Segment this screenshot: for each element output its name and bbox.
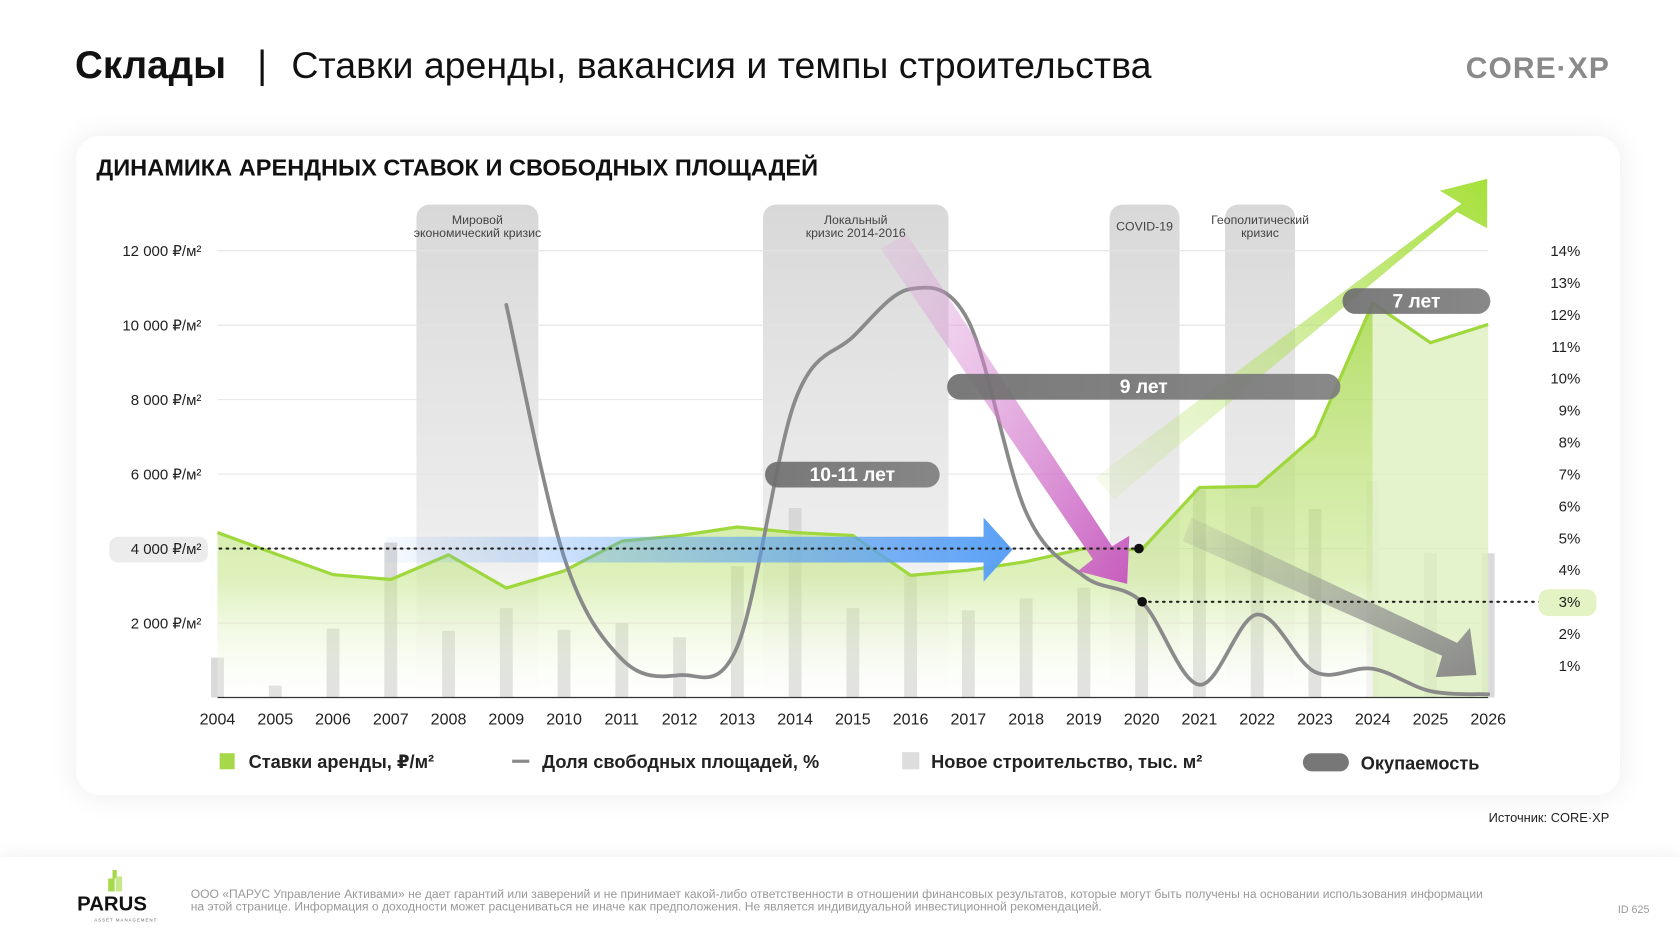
right-axis-tick: 13% bbox=[1550, 275, 1580, 292]
green-arrow bbox=[1095, 178, 1488, 500]
rent-reference-point bbox=[1134, 543, 1144, 554]
chart-title: ДИНАМИКА АРЕНДНЫХ СТАВОК И СВОБОДНЫХ ПЛО… bbox=[96, 154, 819, 182]
pink-arrow bbox=[880, 233, 1130, 584]
title-separator: | bbox=[257, 42, 268, 87]
right-axis-tick: 7% bbox=[1559, 466, 1581, 483]
x-axis-tick: 2006 bbox=[315, 710, 351, 728]
right-axis-tick: 3% bbox=[1559, 594, 1581, 611]
right-axis-tick: 12% bbox=[1550, 307, 1580, 324]
payback-pill-label: 9 лет bbox=[1120, 377, 1168, 398]
right-axis-tick: 1% bbox=[1559, 658, 1581, 675]
right-axis-tick: 8% bbox=[1559, 435, 1581, 452]
right-axis-tick: 11% bbox=[1551, 339, 1580, 356]
x-axis-tick: 2014 bbox=[777, 710, 813, 728]
right-axis-tick: 6% bbox=[1559, 498, 1581, 515]
source-note: Источник: CORE·XP bbox=[1488, 810, 1610, 826]
left-axis-tick: 4 000 ₽/м² bbox=[131, 541, 202, 558]
rent-area bbox=[217, 303, 1373, 698]
crisis-band-label: кризис bbox=[1241, 226, 1279, 240]
payback-pill-label: 10-11 лет bbox=[810, 465, 895, 486]
page-subtitle: Ставки аренды, вакансия и темпы строител… bbox=[291, 45, 1152, 87]
payback-pill bbox=[947, 373, 1341, 400]
crisis-band-label: экономический кризис bbox=[414, 226, 541, 240]
x-axis-tick: 2012 bbox=[662, 710, 698, 728]
parus-logo-text: PARUS bbox=[77, 893, 147, 917]
legend-construction-swatch bbox=[902, 752, 920, 770]
legend-rent-swatch bbox=[219, 753, 235, 770]
x-axis-tick: 2009 bbox=[488, 710, 524, 728]
disclaimer: ООО «ПАРУС Управление Активами» не дает … bbox=[190, 888, 1483, 914]
legend-rent: Ставки аренды, ₽/м² bbox=[249, 752, 435, 772]
x-axis-tick: 2024 bbox=[1355, 710, 1391, 728]
x-axis-tick: 2016 bbox=[893, 710, 929, 728]
left-axis-tick: 10 000 ₽/м² bbox=[122, 318, 201, 335]
x-axis-tick: 2004 bbox=[200, 710, 236, 728]
page-title: Склады bbox=[75, 42, 227, 87]
right-axis-tick: 4% bbox=[1559, 562, 1581, 579]
x-axis-tick: 2022 bbox=[1239, 710, 1275, 728]
payback-pill bbox=[1342, 288, 1491, 314]
payback-pill bbox=[765, 461, 940, 488]
parus-logo-icon bbox=[108, 870, 123, 892]
right-axis-tick: 5% bbox=[1559, 530, 1581, 547]
crisis-band-label: COVID-19 bbox=[1116, 219, 1173, 233]
right-axis-tick: 9% bbox=[1559, 403, 1581, 420]
x-axis-tick: 2013 bbox=[719, 710, 755, 728]
page-id: ID 625 bbox=[1617, 904, 1650, 917]
rent-forecast-area bbox=[1372, 303, 1489, 698]
vacancy-reference-highlight bbox=[1538, 589, 1597, 617]
gray-arrow bbox=[1182, 517, 1477, 678]
x-axis-tick: 2015 bbox=[835, 710, 871, 728]
crisis-band-label: Локальный bbox=[824, 213, 888, 227]
blue-arrow bbox=[385, 517, 1013, 582]
parus-logo-subtext: ASSET MANAGEMENT bbox=[94, 917, 158, 923]
crisis-band-label: Мировой bbox=[452, 213, 503, 227]
legend-construction: Новое строительство, тыс. м² bbox=[931, 752, 1202, 772]
x-axis-tick: 2017 bbox=[951, 710, 987, 728]
right-axis-tick: 14% bbox=[1550, 243, 1580, 260]
left-axis-tick: 6 000 ₽/м² bbox=[131, 466, 202, 483]
rent-reference-highlight bbox=[109, 536, 208, 563]
x-axis-tick: 2026 bbox=[1470, 710, 1506, 728]
right-axis-tick: 10% bbox=[1550, 371, 1580, 388]
legend-vacancy-swatch bbox=[512, 759, 530, 763]
x-axis-tick: 2019 bbox=[1066, 710, 1102, 728]
x-axis-tick: 2023 bbox=[1297, 710, 1333, 728]
x-axis-tick: 2025 bbox=[1413, 710, 1449, 728]
crisis-band-label: Геополитический bbox=[1211, 213, 1309, 227]
footer bbox=[0, 857, 1680, 945]
crisis-band-label: кризис 2014-2016 bbox=[806, 226, 906, 240]
payback-pill-label: 7 лет bbox=[1392, 292, 1440, 313]
x-axis-tick: 2011 bbox=[605, 710, 640, 728]
x-axis-tick: 2007 bbox=[373, 710, 409, 728]
vacancy-reference-point bbox=[1137, 596, 1147, 607]
left-axis-tick: 12 000 ₽/м² bbox=[122, 243, 201, 260]
left-axis-tick: 8 000 ₽/м² bbox=[131, 392, 202, 409]
x-axis-tick: 2005 bbox=[257, 710, 293, 728]
x-axis-tick: 2018 bbox=[1008, 710, 1044, 728]
right-axis-tick: 2% bbox=[1559, 626, 1581, 643]
core-xp-logo: CORE·XP bbox=[1465, 51, 1610, 85]
x-axis-tick: 2010 bbox=[546, 710, 582, 728]
legend-payback-swatch bbox=[1302, 753, 1349, 772]
x-axis-tick: 2021 bbox=[1182, 710, 1218, 728]
x-axis-tick: 2020 bbox=[1124, 710, 1160, 728]
left-axis-tick: 2 000 ₽/м² bbox=[131, 615, 202, 632]
legend-vacancy: Доля свободных площадей, % bbox=[542, 752, 819, 772]
x-axis-tick: 2008 bbox=[431, 710, 467, 728]
legend-payback: Окупаемость bbox=[1361, 753, 1480, 773]
